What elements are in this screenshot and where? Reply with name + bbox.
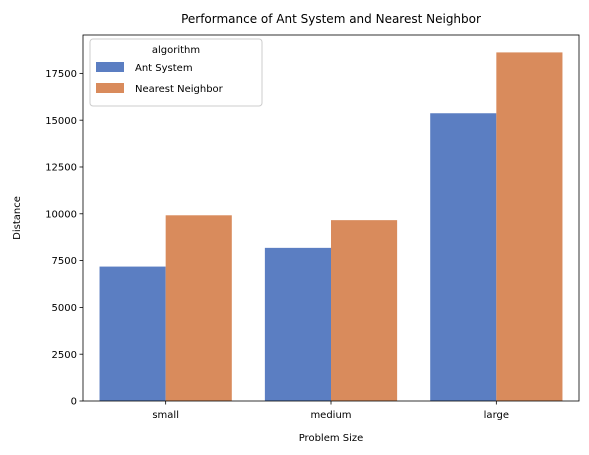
legend-swatch <box>96 83 124 93</box>
legend-swatch <box>96 62 124 72</box>
y-tick-label: 7500 <box>52 256 77 267</box>
y-tick-label: 5000 <box>52 303 77 314</box>
x-tick-label: small <box>152 410 179 421</box>
y-axis-label: Distance <box>12 196 23 240</box>
x-tick-label: large <box>484 410 509 421</box>
x-tick-label: medium <box>310 410 351 421</box>
axes-group: 0 2500 5000 7500 10000 12500 15000 17500 small me… <box>45 34 580 421</box>
legend-entry-label: Nearest Neighbor <box>135 84 224 95</box>
y-tick-label: 0 <box>71 397 77 408</box>
y-tick-label: 17500 <box>45 69 77 80</box>
chart-title: Performance of Ant System and Nearest Ne… <box>181 12 481 26</box>
y-tick-label: 12500 <box>45 163 77 174</box>
bar-ant-system-large <box>430 113 497 401</box>
bar-nearest-neighbor-large <box>496 52 563 401</box>
legend-box <box>89 38 263 107</box>
legend-entry-label: Ant System <box>135 63 193 74</box>
bar-nearest-neighbor-small <box>165 215 232 401</box>
x-axis-label: Problem Size <box>299 433 364 444</box>
bars-group <box>99 52 563 401</box>
bar-ant-system-small <box>99 266 166 401</box>
legend-title: algorithm <box>152 45 200 56</box>
bar-ant-system-medium <box>264 247 331 401</box>
y-tick-label: 15000 <box>45 116 77 127</box>
y-tick-label: 2500 <box>52 350 77 361</box>
bar-nearest-neighbor-medium <box>331 220 398 401</box>
y-tick-label: 10000 <box>45 209 77 220</box>
legend: algorithm Ant System Nearest Neighbor <box>89 38 263 107</box>
